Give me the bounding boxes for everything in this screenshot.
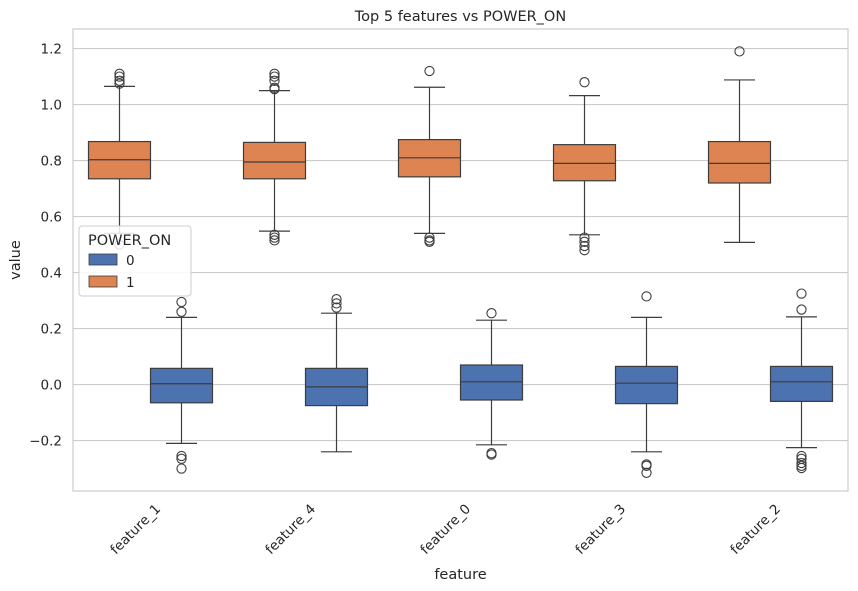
- box-iqr: [769, 365, 834, 402]
- box-iqr: [242, 141, 307, 180]
- legend-swatch-series-1: [88, 275, 118, 288]
- outlier-point: [424, 65, 435, 77]
- outlier-point: [579, 232, 590, 243]
- outlier-point: [114, 75, 125, 86]
- outlier-point: [176, 296, 187, 308]
- outlier-point: [176, 463, 187, 474]
- legend-title: POWER_ON: [88, 233, 171, 249]
- y-tick-label: 1.0: [41, 98, 62, 114]
- outlier-point: [114, 78, 125, 89]
- chart-title: Top 5 features vs POWER_ON: [354, 9, 566, 25]
- outlier-point: [796, 304, 807, 315]
- y-tick-labels: −0.2 0.0 0.2 0.4 0.6 0.8 1.0 1.2: [29, 42, 62, 450]
- outlier-point: [579, 77, 590, 88]
- outlier-point: [796, 457, 807, 469]
- outlier-point: [424, 232, 435, 243]
- outlier-point: [796, 450, 807, 462]
- box-1-feature_4: [242, 68, 307, 246]
- outlier-point: [331, 298, 342, 309]
- outlier-point: [269, 75, 280, 86]
- box-1-feature_2: [707, 46, 772, 243]
- legend-label-series-0: 0: [126, 253, 135, 269]
- outlier-point: [734, 46, 745, 57]
- outlier-point: [269, 235, 280, 246]
- box-0-feature_0: [459, 308, 524, 460]
- box-0-feature_3: [614, 291, 679, 478]
- box-0-feature_2: [769, 288, 834, 474]
- outlier-point: [176, 450, 187, 462]
- outlier-point: [579, 240, 590, 252]
- outlier-point: [176, 306, 187, 317]
- outlier-point: [641, 291, 652, 302]
- box-0-feature_4: [304, 294, 369, 453]
- outlier-point: [486, 449, 497, 460]
- outlier-point: [796, 462, 807, 474]
- outlier-point: [486, 308, 497, 319]
- outlier-point: [176, 453, 187, 464]
- outlier-point: [331, 294, 342, 305]
- box-iqr: [614, 365, 679, 405]
- outlier-point: [269, 68, 280, 79]
- legend-swatch-series-0: [88, 253, 118, 266]
- box-iqr: [459, 364, 524, 401]
- box-iqr: [552, 144, 617, 182]
- outlier-point: [579, 236, 590, 247]
- legend: POWER_ON 0 1: [78, 225, 192, 297]
- x-axis-label: feature: [434, 567, 486, 583]
- box-1-feature_0: [397, 65, 462, 247]
- box-iqr: [149, 367, 214, 404]
- plot-area-frame: [72, 28, 849, 492]
- y-tick-label: 0.6: [41, 210, 62, 226]
- outlier-point: [269, 82, 280, 93]
- y-axis-label: value: [8, 240, 24, 280]
- outlier-point: [331, 302, 342, 313]
- y-tick-label: 0.2: [41, 322, 62, 338]
- outlier-point: [269, 71, 280, 82]
- y-tick-label: 0.8: [41, 154, 62, 170]
- outlier-point: [269, 229, 280, 240]
- box-1-feature_3: [552, 77, 617, 256]
- legend-label-series-1: 1: [126, 275, 135, 291]
- outlier-point: [579, 245, 590, 256]
- outlier-point: [641, 467, 652, 478]
- box-0-feature_1: [149, 296, 214, 474]
- outlier-point: [269, 232, 280, 243]
- y-tick-label: −0.2: [29, 434, 62, 450]
- y-tick-label: 1.2: [41, 42, 62, 58]
- outlier-point: [114, 71, 125, 82]
- box-iqr: [707, 140, 772, 184]
- outlier-point: [796, 288, 807, 299]
- outlier-point: [641, 460, 652, 471]
- y-tick-label: 0.0: [41, 378, 62, 394]
- outlier-point: [424, 236, 435, 247]
- box-series: [87, 46, 834, 478]
- outlier-point: [114, 68, 125, 79]
- y-tick-label: 0.4: [41, 266, 62, 282]
